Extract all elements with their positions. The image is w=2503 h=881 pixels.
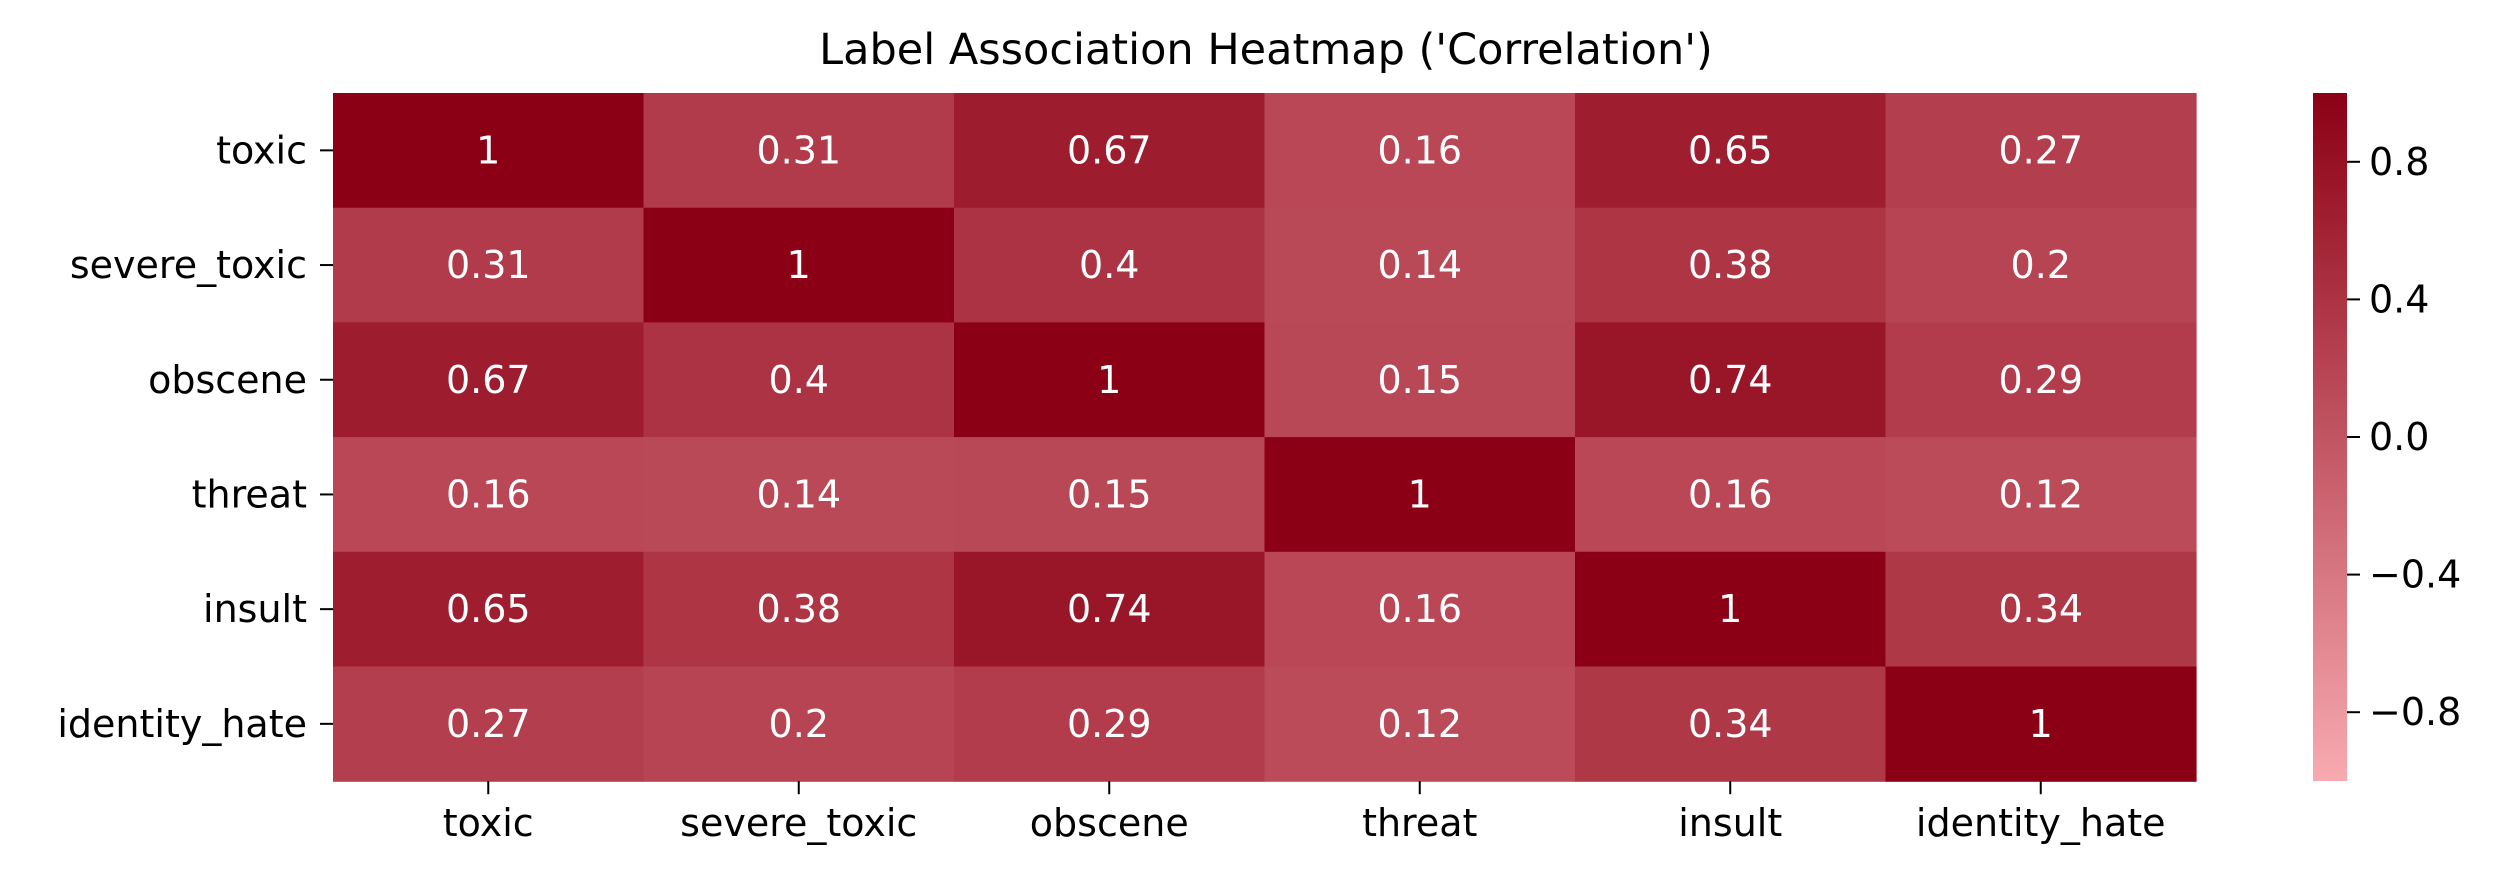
cell-value-label: 0.67 <box>446 358 531 402</box>
colorbar-tick-label: −0.8 <box>2369 690 2461 734</box>
cell-value-label: 1 <box>787 243 811 287</box>
heatmap-cell <box>1575 93 1887 209</box>
heatmap-cell <box>1264 666 1576 782</box>
y-tick-label: identity_hate <box>57 702 307 746</box>
cell-value-label: 1 <box>1408 472 1432 516</box>
cell-value-label: 0.14 <box>1377 243 1462 287</box>
heatmap-cell <box>1885 551 2197 668</box>
cell-value-label: 1 <box>2029 702 2053 746</box>
cell-value-label: 1 <box>1097 358 1121 402</box>
heatmap-cell <box>1575 551 1887 668</box>
cell-value-label: 0.67 <box>1067 128 1152 172</box>
heatmap-cell <box>643 437 955 553</box>
heatmap-cell <box>954 666 1266 782</box>
cell-value-label: 0.29 <box>1998 358 2083 402</box>
heatmap-cell <box>1885 93 2197 209</box>
heatmap-cell <box>954 551 1266 668</box>
heatmap-cell <box>1264 322 1576 438</box>
cell-value-label: 0.65 <box>446 587 531 631</box>
cell-value-label: 0.34 <box>1998 587 2083 631</box>
heatmap-cell <box>643 322 955 438</box>
heatmap-cell <box>954 322 1266 438</box>
cell-value-label: 0.31 <box>446 243 531 287</box>
cell-value-label: 0.4 <box>1079 243 1139 287</box>
x-tick-label: severe_toxic <box>680 801 917 845</box>
heatmap-cell <box>333 551 645 668</box>
cell-value-label: 0.27 <box>446 702 531 746</box>
heatmap-cell <box>643 207 955 323</box>
y-tick-label: obscene <box>148 358 307 402</box>
cell-value-label: 1 <box>476 128 500 172</box>
cell-value-label: 0.38 <box>756 587 841 631</box>
heatmap-cell <box>1575 437 1887 553</box>
cell-value-label: 0.12 <box>1998 472 2083 516</box>
heatmap-cell <box>1575 207 1887 323</box>
heatmap-cell <box>643 551 955 668</box>
heatmap-cell <box>333 666 645 782</box>
cell-value-label: 0.74 <box>1067 587 1152 631</box>
y-tick-label: insult <box>203 587 307 631</box>
heatmap-cell <box>333 93 645 209</box>
x-tick-label: obscene <box>1030 801 1189 845</box>
heatmap-cell <box>1264 551 1576 668</box>
heatmap-cell <box>1264 93 1576 209</box>
colorbar-tick-label: 0.0 <box>2369 415 2429 459</box>
cell-value-label: 0.16 <box>1377 587 1462 631</box>
cell-value-label: 0.16 <box>1688 472 1773 516</box>
heatmap-cell <box>643 666 955 782</box>
heatmap-cell <box>1885 207 2197 323</box>
colorbar-gradient <box>2313 93 2347 781</box>
heatmap-cell <box>1885 666 2197 782</box>
chart-title: Label Association Heatmap ('Correlation'… <box>819 25 1713 75</box>
x-tick-label: identity_hate <box>1916 801 2166 845</box>
cell-value-label: 0.12 <box>1377 702 1462 746</box>
x-axis: toxic severe_toxic obscene threat insult iden… <box>443 781 2166 845</box>
heatmap-cell <box>1575 666 1887 782</box>
cell-value-label: 0.27 <box>1998 128 2083 172</box>
heatmap-cell <box>333 207 645 323</box>
colorbar-tick-label: 0.4 <box>2369 277 2429 321</box>
heatmap-cell <box>954 93 1266 209</box>
heatmap-cell <box>1885 437 2197 553</box>
colorbar-tick-label: −0.4 <box>2369 553 2461 597</box>
cell-value-label: 0.4 <box>769 358 829 402</box>
cell-value-label: 0.16 <box>446 472 531 516</box>
heatmap-cell <box>333 437 645 553</box>
x-tick-label: toxic <box>443 801 534 845</box>
cell-value-label: 0.65 <box>1688 128 1773 172</box>
y-tick-label: severe_toxic <box>70 243 307 287</box>
y-tick-label: threat <box>192 472 307 516</box>
colorbar: 0.8 0.4 0.0 −0.4 −0.8 <box>2313 93 2461 781</box>
heatmap-cell <box>1264 207 1576 323</box>
cell-value-label: 0.74 <box>1688 358 1773 402</box>
heatmap-cell <box>1264 437 1576 553</box>
heatmap-cell <box>643 93 955 209</box>
heatmap-cell <box>954 207 1266 323</box>
cell-value-label: 0.14 <box>756 472 841 516</box>
heatmap-cell <box>954 437 1266 553</box>
cell-value-label: 0.31 <box>756 128 841 172</box>
cell-value-label: 0.38 <box>1688 243 1773 287</box>
cell-value-label: 0.2 <box>2011 243 2071 287</box>
x-tick-label: insult <box>1678 801 1782 845</box>
cell-value-label: 0.2 <box>769 702 829 746</box>
y-tick-label: toxic <box>216 128 307 172</box>
cell-value-label: 0.29 <box>1067 702 1152 746</box>
cell-value-label: 0.34 <box>1688 702 1773 746</box>
heatmap-cell <box>333 322 645 438</box>
heatmap-cell <box>1885 322 2197 438</box>
cell-value-label: 0.15 <box>1067 472 1152 516</box>
cell-value-label: 1 <box>1718 587 1742 631</box>
x-tick-label: threat <box>1362 801 1477 845</box>
cell-value-label: 0.15 <box>1377 358 1462 402</box>
colorbar-tick-label: 0.8 <box>2369 140 2429 184</box>
cell-value-label: 0.16 <box>1377 128 1462 172</box>
heatmap-cells: 1 0.31 0.67 0.16 0.65 0.27 0.31 1 0.4 0.14 0.38 0.2… <box>333 93 2197 782</box>
heatmap-cell <box>1575 322 1887 438</box>
